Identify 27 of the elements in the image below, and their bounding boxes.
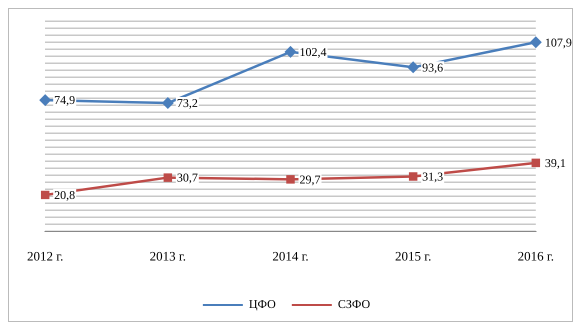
x-tick-label: 2014 г.: [272, 248, 309, 264]
legend-label: СЗФО: [338, 297, 370, 312]
x-tick-label: 2015 г.: [394, 248, 432, 264]
x-tick-label: 2013 г.: [150, 248, 186, 264]
data-label: 73,2: [176, 96, 198, 110]
data-label: 20,8: [54, 188, 76, 202]
legend-label: ЦФО: [248, 297, 276, 312]
point: [164, 173, 172, 182]
point: [39, 94, 52, 106]
x-tick-label: 2016 г.: [518, 248, 554, 264]
data-label: 30,7: [176, 170, 198, 185]
point: [284, 46, 296, 58]
data-label: 29,7: [300, 172, 320, 186]
point: [532, 158, 540, 168]
point: [40, 190, 50, 200]
x-tick-label: 2012 г.: [26, 248, 64, 264]
point: [408, 172, 418, 181]
data-label: 39,1: [544, 156, 566, 170]
point: [530, 36, 542, 48]
data-label: 107,9: [544, 35, 572, 50]
data-label: 31,3: [422, 170, 444, 184]
data-label: 102,4: [300, 45, 326, 60]
point: [286, 175, 295, 184]
data-label: 74,9: [54, 93, 76, 108]
point: [162, 97, 174, 110]
data-label: 93,6: [422, 60, 444, 74]
point: [407, 61, 420, 74]
